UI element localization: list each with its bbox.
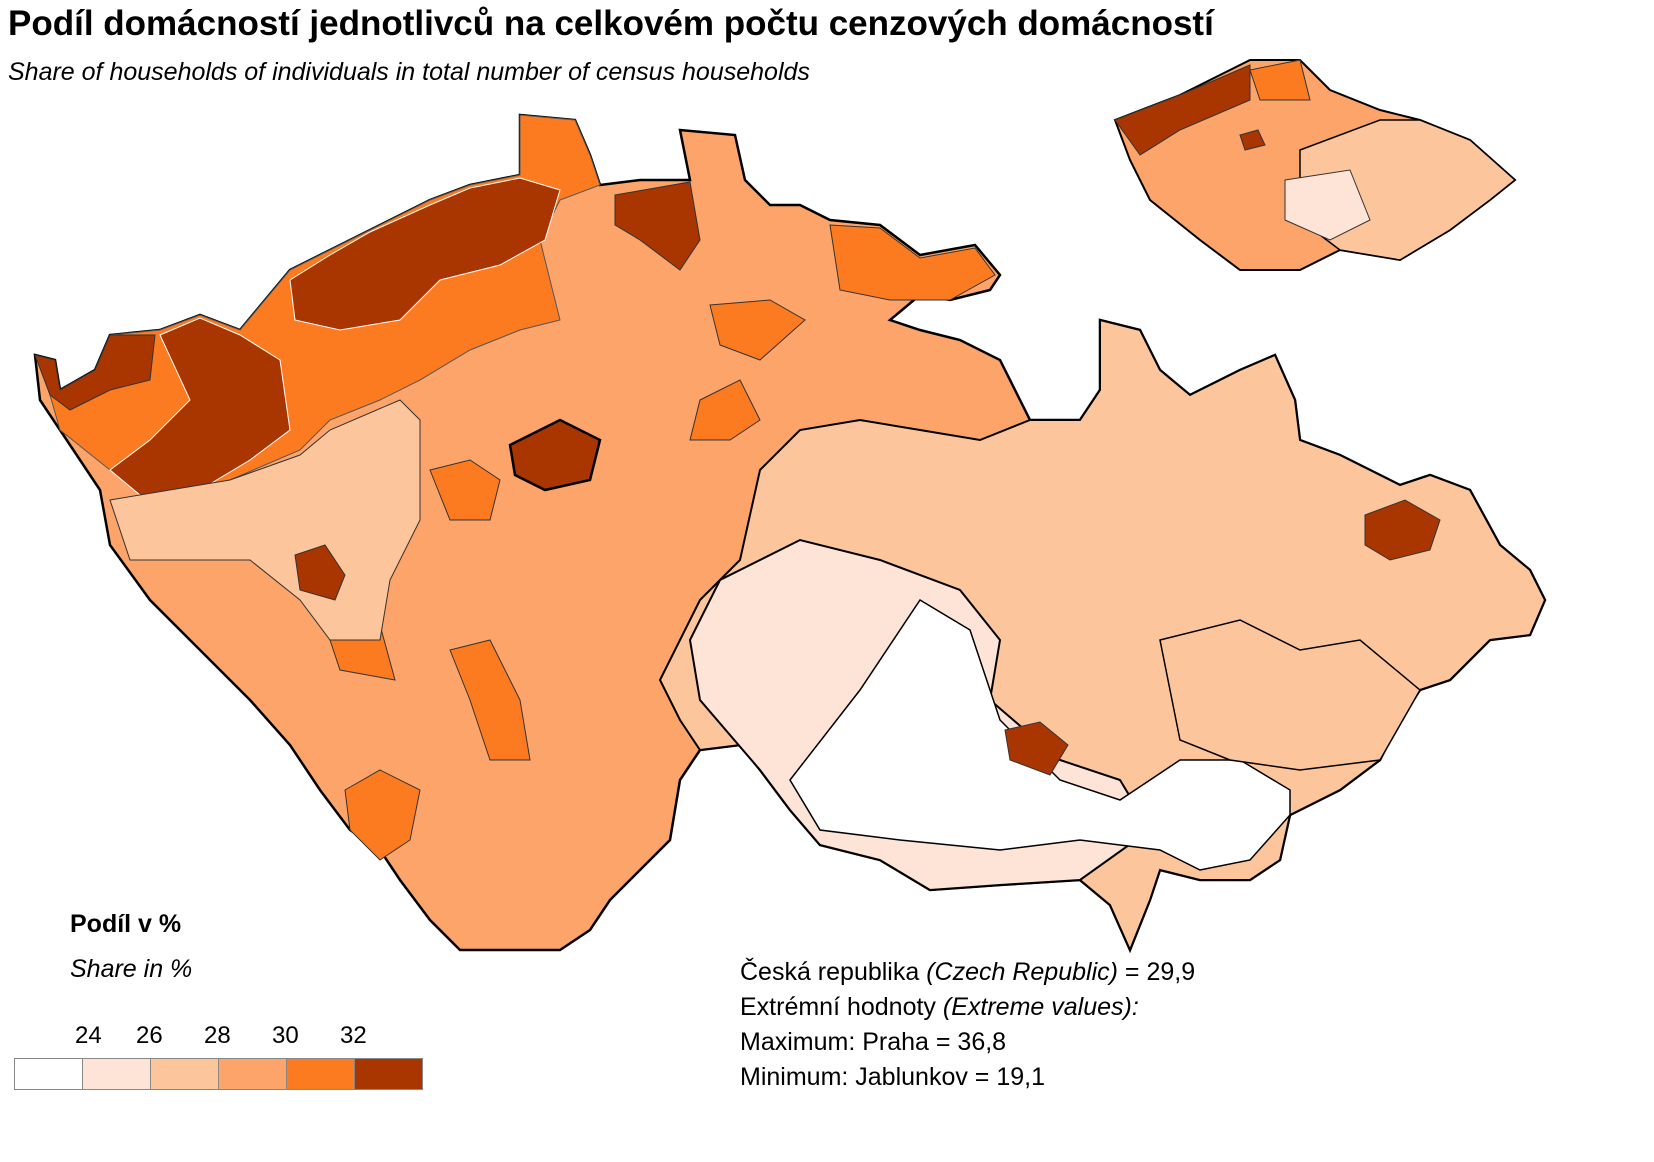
extremes-label: Extrémní hodnoty bbox=[740, 993, 936, 1021]
legend-tick: 24 bbox=[75, 1022, 102, 1049]
region-brno bbox=[1004, 721, 1069, 776]
region-dark-karlovy-vary bbox=[109, 317, 291, 496]
legend-swatch bbox=[355, 1059, 422, 1089]
extremes-label-en: (Extreme values): bbox=[942, 993, 1139, 1021]
country-label: Česká republika bbox=[740, 958, 920, 986]
legend-subtitle: Share in % bbox=[70, 955, 193, 983]
country-label-en: (Czech Republic) bbox=[926, 958, 1118, 986]
region-dark-northwest bbox=[289, 177, 561, 331]
legend-color-scale bbox=[14, 1058, 423, 1090]
region-ostrava bbox=[1364, 499, 1441, 561]
region-orange-prachatice bbox=[344, 769, 421, 861]
legend-swatch bbox=[219, 1059, 287, 1089]
country-value-line: Česká republika (Czech Republic) = 29,9 bbox=[740, 955, 1195, 990]
map-title: Podíl domácností jednotlivců na celkovém… bbox=[8, 4, 1214, 43]
map-subtitle: Share of households of individuals in to… bbox=[8, 58, 810, 86]
legend-swatch bbox=[151, 1059, 219, 1089]
maximum-line: Maximum: Praha = 36,8 bbox=[740, 1028, 1007, 1056]
legend-tick: 28 bbox=[204, 1022, 231, 1049]
region-liberec bbox=[614, 181, 701, 271]
region-south-moravia-white bbox=[789, 598, 1291, 871]
region-orange-kolin bbox=[689, 379, 761, 441]
region-orange-beroun bbox=[429, 459, 501, 521]
legend-title: Podíl v % bbox=[70, 910, 182, 938]
legend-swatch bbox=[83, 1059, 151, 1089]
inset-map-regions bbox=[1113, 59, 1517, 271]
legend-tick: 32 bbox=[340, 1022, 367, 1049]
region-zlin bbox=[1159, 619, 1421, 771]
region-plzen bbox=[294, 544, 346, 601]
region-praha bbox=[508, 418, 602, 492]
region-orange-center bbox=[709, 299, 806, 361]
legend-tick: 26 bbox=[136, 1022, 163, 1049]
region-hradec-orange bbox=[829, 224, 996, 301]
statistics-block: Česká republika (Czech Republic) = 29,9 … bbox=[740, 955, 1195, 1095]
region-dark-asch bbox=[34, 334, 156, 411]
minimum-line: Minimum: Jablunkov = 19,1 bbox=[740, 1063, 1046, 1091]
extremes-line: Extrémní hodnoty (Extreme values): bbox=[740, 990, 1195, 1025]
country-value: = 29,9 bbox=[1124, 958, 1196, 986]
region-orange-south bbox=[449, 639, 531, 761]
legend-swatch bbox=[15, 1059, 83, 1089]
legend-tick: 30 bbox=[272, 1022, 299, 1049]
legend-swatch bbox=[287, 1059, 355, 1089]
